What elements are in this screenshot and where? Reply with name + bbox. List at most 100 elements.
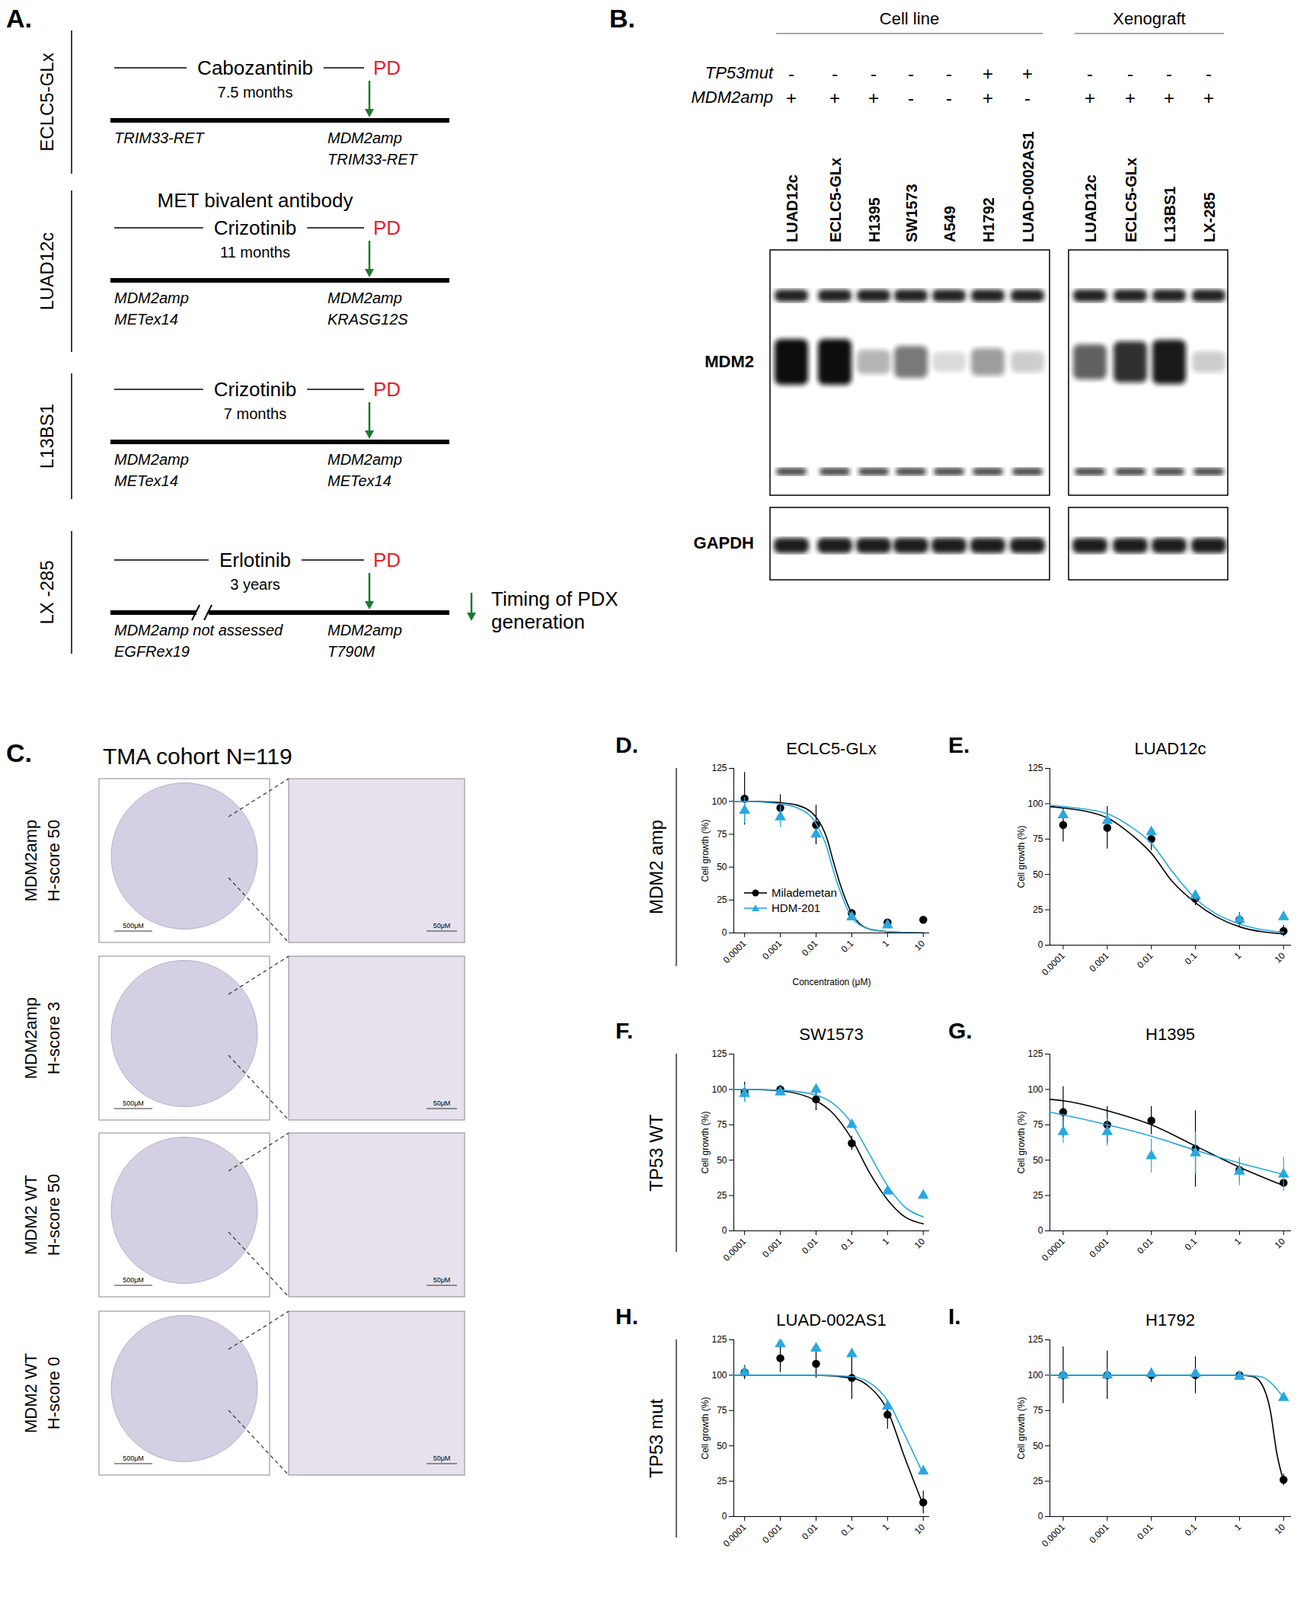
svg-text:0: 0 — [1038, 939, 1044, 950]
svg-text:0.01: 0.01 — [799, 1520, 821, 1542]
svg-text:MDM2amp: MDM2amp — [327, 621, 403, 639]
svg-text:25: 25 — [1032, 904, 1044, 915]
svg-text:0.001: 0.001 — [1087, 949, 1112, 974]
svg-text:0.0001: 0.0001 — [1039, 1235, 1068, 1263]
svg-text:TP53 WT: TP53 WT — [645, 1113, 667, 1192]
svg-text:TRIM33-RET: TRIM33-RET — [327, 150, 419, 168]
svg-text:-: - — [907, 63, 914, 84]
svg-text:-: - — [945, 87, 953, 109]
svg-text:-: - — [1127, 63, 1134, 84]
svg-text:Cell growth (%): Cell growth (%) — [699, 1110, 711, 1173]
svg-text:7 months: 7 months — [223, 405, 287, 422]
svg-text:125: 125 — [711, 1333, 727, 1345]
svg-text:Crizotinib: Crizotinib — [214, 377, 297, 401]
svg-text:MDM2amp: MDM2amp — [21, 996, 41, 1080]
svg-text:MDM2 WT: MDM2 WT — [21, 1174, 41, 1255]
svg-text:Cell growth (%): Cell growth (%) — [1016, 1396, 1027, 1459]
svg-text:1: 1 — [880, 1235, 892, 1247]
svg-text:Cell growth (%): Cell growth (%) — [1016, 824, 1027, 888]
svg-text:10: 10 — [1272, 1520, 1288, 1537]
svg-text:0: 0 — [722, 926, 728, 938]
svg-text:25: 25 — [716, 894, 728, 905]
svg-text:Cabozantinib: Cabozantinib — [197, 56, 314, 80]
svg-text:B.: B. — [609, 3, 636, 33]
svg-text:10: 10 — [912, 1235, 928, 1251]
svg-text:+: + — [1163, 87, 1175, 109]
svg-text:D.: D. — [615, 731, 639, 758]
svg-text:500μM: 500μM — [122, 1453, 144, 1462]
svg-text:MDM2amp: MDM2amp — [114, 289, 189, 307]
svg-text:T790M: T790M — [327, 642, 376, 660]
svg-text:PD: PD — [373, 216, 401, 240]
svg-text:SW1573: SW1573 — [903, 183, 921, 243]
svg-text:H1792: H1792 — [980, 197, 997, 243]
svg-text:50: 50 — [716, 1154, 728, 1166]
svg-text:1: 1 — [1232, 949, 1244, 962]
svg-text:F.: F. — [615, 1017, 633, 1043]
svg-text:H-score 50: H-score 50 — [44, 1173, 64, 1256]
svg-text:H.: H. — [615, 1303, 639, 1329]
svg-text:Crizotinib: Crizotinib — [214, 216, 297, 240]
svg-text:C.: C. — [6, 738, 32, 767]
svg-text:0.1: 0.1 — [839, 937, 857, 955]
svg-text:TP53 mut: TP53 mut — [645, 1398, 667, 1478]
svg-text:MET bivalent antibody: MET bivalent antibody — [157, 188, 354, 212]
svg-text:EGFRex19: EGFRex19 — [114, 642, 190, 660]
svg-text:Cell line: Cell line — [879, 9, 940, 29]
svg-text:3 years: 3 years — [230, 575, 281, 593]
svg-text:25: 25 — [1032, 1189, 1044, 1201]
svg-text:50μM: 50μM — [433, 1453, 451, 1462]
svg-text:MDM2amp not assessed: MDM2amp not assessed — [114, 621, 284, 639]
svg-text:0.1: 0.1 — [1182, 949, 1200, 967]
svg-text:TP53mut: TP53mut — [705, 63, 774, 83]
svg-text:Concentration (μM): Concentration (μM) — [792, 976, 872, 988]
svg-text:MDM2amp: MDM2amp — [690, 87, 774, 107]
svg-text:+: + — [1203, 87, 1215, 109]
svg-text:LUAD12c: LUAD12c — [36, 232, 58, 311]
svg-text:Erlotinib: Erlotinib — [219, 548, 291, 572]
svg-text:0.01: 0.01 — [799, 937, 821, 959]
svg-text:75: 75 — [1032, 1404, 1044, 1416]
svg-text:KRASG12S: KRASG12S — [327, 310, 409, 328]
svg-text:+: + — [982, 63, 994, 84]
svg-text:0.001: 0.001 — [1087, 1520, 1112, 1545]
svg-text:TRIM33-RET: TRIM33-RET — [114, 129, 206, 147]
svg-text:Cell growth (%): Cell growth (%) — [699, 818, 711, 882]
svg-text:+: + — [1084, 87, 1096, 109]
svg-text:GAPDH: GAPDH — [693, 533, 755, 553]
svg-text:0.1: 0.1 — [839, 1235, 857, 1253]
svg-text:-: - — [1024, 87, 1031, 109]
svg-text:0.01: 0.01 — [1134, 1235, 1156, 1256]
svg-text:100: 100 — [1027, 798, 1043, 809]
svg-text:75: 75 — [1032, 833, 1044, 844]
svg-text:PD: PD — [373, 548, 401, 572]
svg-text:50: 50 — [1032, 1154, 1044, 1166]
svg-text:100: 100 — [711, 1083, 727, 1095]
svg-text:50: 50 — [1032, 869, 1044, 880]
svg-text:0.0001: 0.0001 — [1039, 1520, 1068, 1549]
svg-text:0.01: 0.01 — [1134, 1520, 1156, 1542]
svg-text:125: 125 — [711, 762, 727, 774]
svg-text:0.0001: 0.0001 — [721, 1235, 749, 1263]
svg-text:50μM: 50μM — [433, 1275, 451, 1284]
svg-text:H-score 3: H-score 3 — [44, 1001, 64, 1074]
svg-text:500μM: 500μM — [122, 1099, 144, 1107]
svg-text:1: 1 — [1232, 1520, 1244, 1533]
svg-text:I.: I. — [948, 1303, 962, 1329]
svg-text:100: 100 — [711, 795, 727, 807]
svg-text:50: 50 — [716, 861, 728, 873]
svg-text:-: - — [1205, 63, 1212, 84]
svg-text:0.001: 0.001 — [760, 1235, 784, 1259]
svg-text:0.1: 0.1 — [1182, 1235, 1200, 1253]
svg-text:-: - — [945, 63, 953, 84]
svg-text:H-score 50: H-score 50 — [44, 819, 64, 902]
svg-text:PD: PD — [373, 377, 401, 401]
svg-text:75: 75 — [1032, 1118, 1044, 1130]
svg-text:METex14: METex14 — [327, 472, 392, 489]
svg-text:100: 100 — [1027, 1369, 1043, 1381]
svg-text:+: + — [786, 87, 797, 109]
svg-text:0.01: 0.01 — [799, 1235, 821, 1256]
svg-text:LUAD12c: LUAD12c — [1082, 174, 1100, 243]
svg-text:ECLC5-GLx: ECLC5-GLx — [36, 52, 58, 151]
svg-text:MDM2 amp: MDM2 amp — [645, 819, 667, 914]
